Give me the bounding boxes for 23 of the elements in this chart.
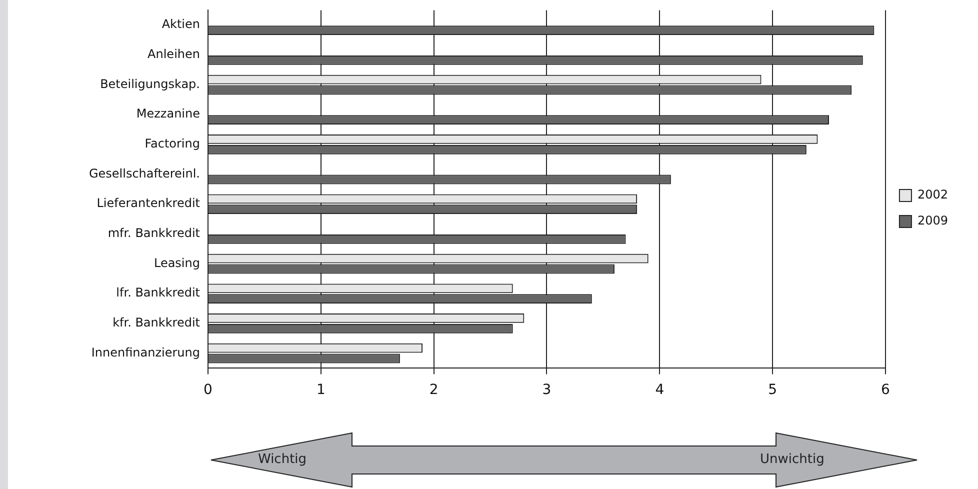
y-tick-label: Gesellschaftereinl. [88, 166, 200, 180]
y-tick-label: Factoring [144, 136, 200, 151]
y-tick-label: Lieferantenkredit [96, 196, 200, 210]
y-tick-label: Mezzanine [136, 106, 200, 121]
text: Wichtig [258, 452, 307, 467]
x-tick-label: 3 [542, 382, 552, 398]
y-tick-label: mfr. Bankkredit [108, 226, 200, 240]
y-tick-label: lfr. Bankkredit [116, 286, 200, 300]
y-tick-label: Innenfinanzierung [91, 345, 200, 360]
legend-label: 2009 [917, 214, 948, 228]
x-tick-label: 6 [881, 382, 890, 398]
x-tick-label: 1 [316, 382, 326, 398]
text: Unwichtig [760, 452, 824, 467]
y-tick-label: Anleihen [148, 47, 200, 62]
x-tick-label: 5 [768, 382, 778, 398]
y-tick-label: Leasing [154, 256, 200, 270]
x-tick-label: 0 [204, 382, 212, 398]
y-tick-label: Aktien [162, 17, 200, 32]
y-tick-label: kfr. Bankkredit [112, 316, 200, 330]
y-tick-label: Beteiligungskap. [100, 76, 200, 91]
x-tick-label: 2 [429, 382, 438, 398]
legend-label: 2002 [917, 188, 948, 202]
x-tick-label: 4 [655, 382, 664, 398]
